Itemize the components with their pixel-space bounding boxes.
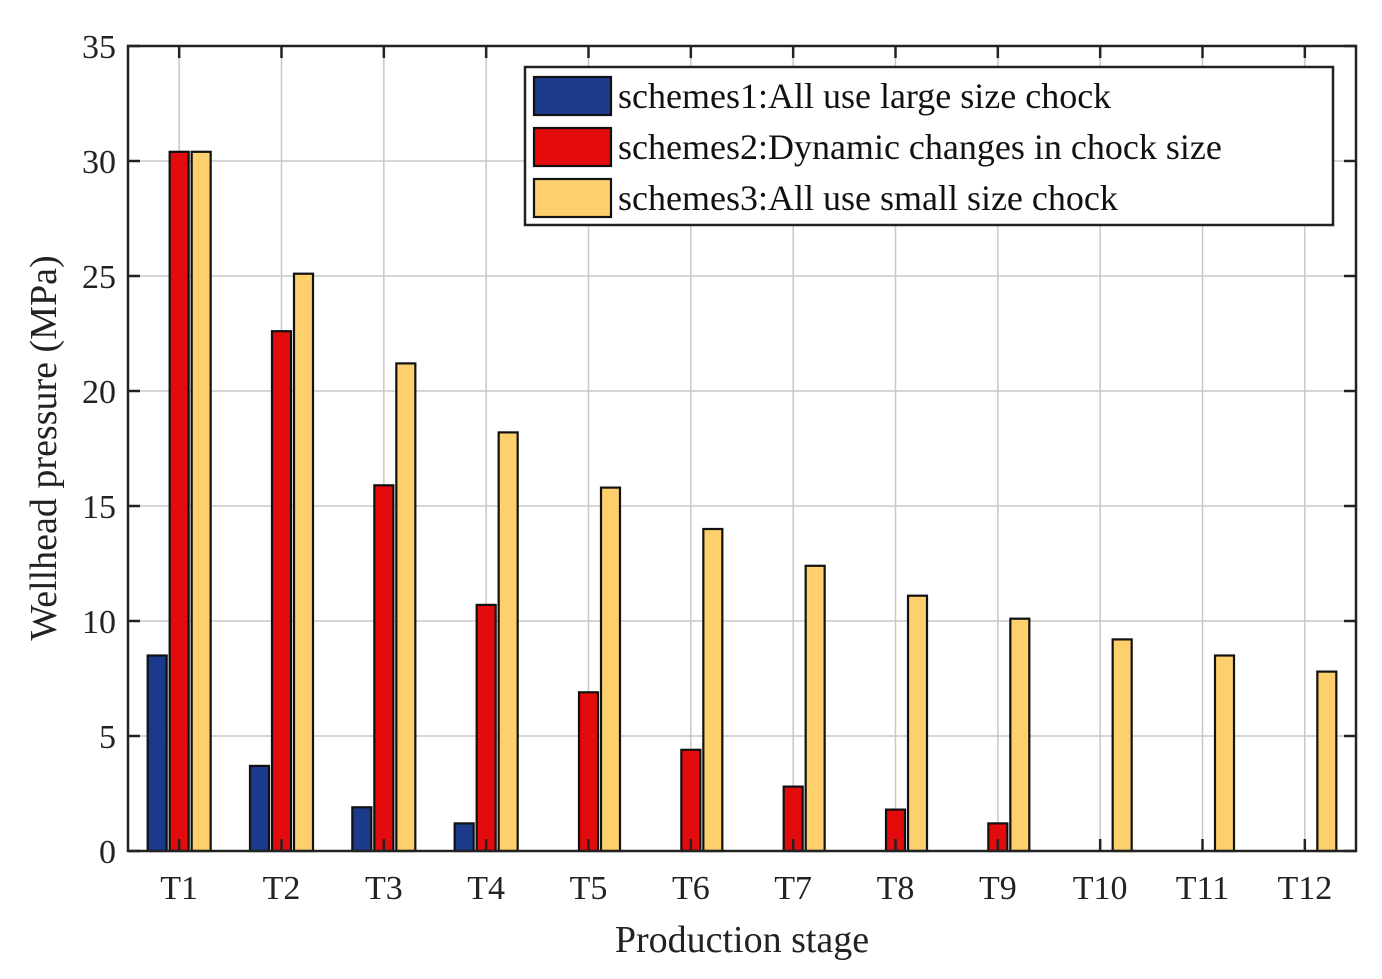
x-tick-label: T10: [1073, 870, 1128, 907]
bar-series1-t2: [248, 764, 271, 853]
x-tick-label: T2: [263, 870, 301, 907]
legend-box: [523, 65, 1335, 227]
bar-series1-t4: [453, 822, 475, 853]
y-tick-label: 35: [82, 29, 116, 66]
x-tick-label: T11: [1176, 870, 1230, 907]
x-tick-label: T3: [365, 870, 403, 907]
plot-frame: [126, 44, 1358, 853]
bar-series2-t4: [475, 603, 497, 853]
tick-labels: 0 5 10 15 20 25 30 35 T1 T2 T3 T4 T5 T6 T7 T8 T9 T10 T11 T1…: [82, 29, 1332, 907]
x-tick-label: T7: [774, 870, 812, 907]
x-tick-label: T12: [1277, 870, 1332, 907]
legend: schemes1:All use large size chock schemes…: [523, 65, 1335, 227]
x-tick-label: T9: [979, 870, 1017, 907]
y-tick-label: 15: [82, 489, 116, 526]
legend-swatch-series2: [532, 126, 613, 168]
bar-series1-t1: [146, 654, 168, 853]
bars: [146, 150, 1338, 853]
y-tick-label: 5: [99, 719, 116, 756]
bar-series3-t5: [599, 486, 622, 853]
y-tick-label: 30: [82, 144, 116, 181]
legend-label-series3: schemes3:All use small size chock: [618, 178, 1118, 218]
bar-series3-t3: [395, 362, 417, 853]
bar-series3-t12: [1316, 670, 1338, 853]
x-tick-label: T6: [672, 870, 710, 907]
y-tick-label: 0: [99, 834, 116, 871]
x-tick-label: T1: [160, 870, 198, 907]
x-tick-label: T5: [570, 870, 608, 907]
legend-label-series2: schemes2:Dynamic changes in chock size: [618, 127, 1222, 167]
bar-series3-t8: [906, 594, 929, 853]
axes: [126, 44, 1358, 853]
legend-label-series1: schemes1:All use large size chock: [618, 76, 1111, 116]
bar-series3-t7: [804, 564, 826, 853]
bar-series2-t6: [680, 748, 702, 853]
bar-series3-t11: [1213, 654, 1236, 853]
bar-series2-t1: [168, 150, 190, 853]
bar-series3-t2: [292, 272, 315, 853]
y-tick-label: 10: [82, 604, 116, 641]
y-tick-label: 20: [82, 374, 116, 411]
legend-swatch-series3: [532, 177, 613, 219]
x-axis-title: Production stage: [615, 919, 869, 961]
grid: [128, 45, 1356, 852]
x-tick-label: T8: [877, 870, 915, 907]
bar-series2-t2: [270, 330, 293, 853]
legend-swatch-series1: [532, 75, 613, 117]
bar-series3-t10: [1111, 638, 1133, 853]
bar-series2-t3: [373, 484, 395, 853]
bar-series3-t4: [497, 431, 519, 853]
bar-series2-t5: [577, 691, 600, 853]
bar-series3-t9: [1009, 617, 1031, 853]
x-tick-label: T4: [467, 870, 505, 907]
bar-series3-t6: [702, 527, 724, 853]
y-axis-title: Wellhead pressure (MPa): [23, 255, 65, 640]
bar-series1-t3: [351, 806, 373, 853]
y-tick-label: 25: [82, 259, 116, 296]
bar-series3-t1: [190, 150, 212, 853]
